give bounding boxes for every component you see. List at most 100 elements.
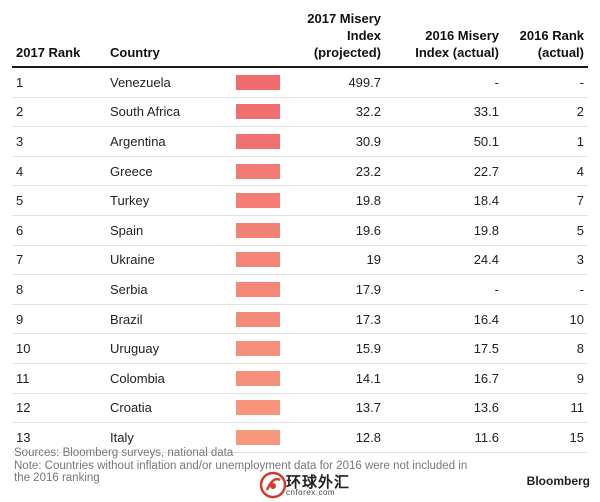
header-country: Country (106, 10, 232, 68)
table-row: 9 Brazil 17.3 16.4 10 (12, 304, 588, 335)
cell-2016-misery-index: 18.4 (385, 185, 503, 216)
misery-index-table: 2017 Rank Country 2017 Misery Index (pro… (12, 10, 588, 453)
header-2017-rank: 2017 Rank (12, 10, 106, 68)
watermark-chinese-text: 环球外汇 (286, 474, 351, 491)
table-row: 13 Italy 12.8 11.6 15 (12, 422, 588, 453)
cell-country: Turkey (106, 185, 232, 216)
cell-2016-rank: 7 (503, 185, 588, 216)
heat-color-swatch (236, 193, 280, 209)
heat-color-swatch (236, 341, 280, 357)
cell-2016-rank: 11 (503, 393, 588, 424)
cell-2017-misery-index: 19.6 (292, 215, 385, 246)
cell-2017-misery-index: 17.9 (292, 274, 385, 305)
cell-2016-misery-index: 16.7 (385, 363, 503, 394)
cell-2017-rank: 6 (12, 215, 106, 246)
header-bar-spacer (232, 10, 292, 68)
heat-color-swatch (236, 429, 280, 445)
cell-color-swatch (232, 363, 292, 394)
cell-2017-rank: 10 (12, 333, 106, 364)
cell-2017-misery-index: 15.9 (292, 333, 385, 364)
bloomberg-logo-text: Bloomberg (526, 474, 590, 488)
cell-color-swatch (232, 245, 292, 276)
cell-2017-rank: 13 (12, 422, 106, 453)
table-header: 2017 Rank Country 2017 Misery Index (pro… (12, 10, 588, 68)
cnforex-watermark: 环球外汇 cnforex.com (258, 470, 350, 500)
cell-2016-misery-index: 19.8 (385, 215, 503, 246)
cell-2017-rank: 3 (12, 126, 106, 157)
cell-2016-misery-index: 11.6 (385, 422, 503, 453)
cell-2017-rank: 9 (12, 304, 106, 335)
table-body: 1 Venezuela 499.7- -2 South Africa 32.2 33.1 2 3… (12, 67, 588, 453)
cell-2017-misery-index: 13.7 (292, 393, 385, 424)
cell-country: Spain (106, 215, 232, 246)
cell-2016-misery-index: 16.4 (385, 304, 503, 335)
table-row: 7 Ukraine 19 24.4 3 (12, 245, 588, 276)
cell-2016-misery-index: 50.1 (385, 126, 503, 157)
cell-2016-misery-index: - (385, 67, 503, 98)
table-row: 10 Uruguay 15.9 17.5 8 (12, 333, 588, 364)
footer-notes: Sources: Bloomberg surveys, national dat… (14, 447, 467, 485)
cell-country: Venezuela (106, 67, 232, 98)
heat-color-swatch (236, 311, 280, 327)
cell-country: Croatia (106, 393, 232, 424)
cell-2016-rank: 15 (503, 422, 588, 453)
table-row: 4 Greece 23.2 22.7 4 (12, 156, 588, 187)
table-row: 2 South Africa 32.2 33.1 2 (12, 97, 588, 128)
cell-2016-rank: - (503, 274, 588, 305)
header-2016-misery-index: 2016 Misery Index (actual) (385, 10, 503, 68)
cell-color-swatch (232, 304, 292, 335)
header-2016-misery-index-line2: Index (actual) (415, 45, 499, 60)
cell-country: Serbia (106, 274, 232, 305)
heat-color-swatch (236, 281, 280, 297)
heat-color-swatch (236, 400, 280, 416)
table-row: 12 Croatia 13.7 13.6 11 (12, 393, 588, 424)
cell-color-swatch (232, 126, 292, 157)
cell-country: Uruguay (106, 333, 232, 364)
cell-country: Ukraine (106, 245, 232, 276)
heat-color-swatch (236, 252, 280, 268)
cell-country: Brazil (106, 304, 232, 335)
header-2017-misery-index-line2: (projected) (313, 45, 381, 60)
header-2016-rank: 2016 Rank (actual) (503, 10, 588, 68)
cell-2017-misery-index: 32.2 (292, 97, 385, 128)
cell-color-swatch (232, 67, 292, 98)
cell-country: Argentina (106, 126, 232, 157)
cell-2017-misery-index: 19.8 (292, 185, 385, 216)
cell-color-swatch (232, 215, 292, 246)
cell-2017-rank: 8 (12, 274, 106, 305)
cell-2017-rank: 4 (12, 156, 106, 187)
cell-2017-misery-index: 12.8 (292, 422, 385, 453)
cell-color-swatch (232, 97, 292, 128)
cell-2016-rank: 1 (503, 126, 588, 157)
cell-2016-rank: 3 (503, 245, 588, 276)
header-2016-misery-index-line1: 2016 Misery (425, 28, 499, 43)
cell-color-swatch (232, 333, 292, 364)
cell-2016-rank: 10 (503, 304, 588, 335)
cell-2016-rank: 2 (503, 97, 588, 128)
cell-2017-misery-index: 499.7 (292, 67, 385, 98)
header-2016-rank-line2: (actual) (537, 45, 584, 60)
cell-2016-rank: 9 (503, 363, 588, 394)
cell-2017-rank: 5 (12, 185, 106, 216)
cell-2017-rank: 2 (12, 97, 106, 128)
note-text-line1: Note: Countries without inflation and/or… (14, 459, 468, 472)
cell-2017-misery-index: 23.2 (292, 156, 385, 187)
cell-color-swatch (232, 393, 292, 424)
cell-color-swatch (232, 274, 292, 305)
header-2016-rank-line1: 2016 Rank (519, 28, 584, 43)
cell-2017-rank: 11 (12, 363, 106, 394)
header-2017-misery-index-line1: 2017 Misery Index (307, 11, 381, 43)
cell-2017-misery-index: 14.1 (292, 363, 385, 394)
table-row: 8 Serbia 17.9- - (12, 274, 588, 305)
cell-2017-rank: 12 (12, 393, 106, 424)
cell-country: South Africa (106, 97, 232, 128)
table-row: 1 Venezuela 499.7- - (12, 67, 588, 98)
heat-color-swatch (236, 104, 280, 120)
note-text-line2: the 2016 ranking (14, 472, 100, 484)
sources-text: Sources: Bloomberg surveys, national dat… (14, 447, 234, 459)
cell-color-swatch (232, 422, 292, 453)
heat-color-swatch (236, 222, 280, 238)
cell-2016-rank: 8 (503, 333, 588, 364)
heat-color-swatch (236, 133, 280, 149)
